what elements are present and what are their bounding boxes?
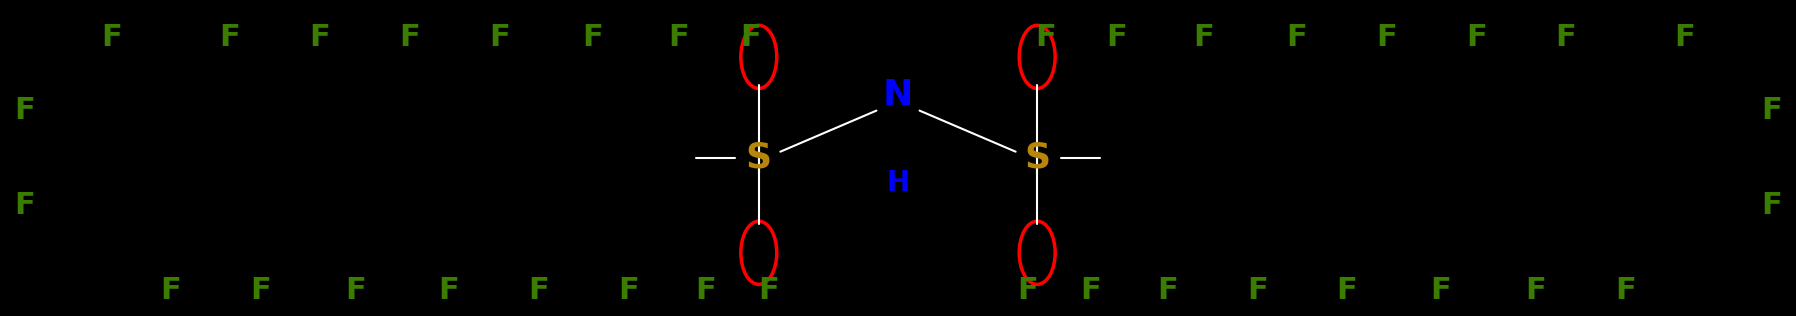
Text: F: F	[1034, 23, 1056, 52]
Text: F: F	[1674, 23, 1695, 52]
Text: F: F	[1157, 276, 1178, 305]
Text: F: F	[668, 23, 690, 52]
Text: F: F	[438, 276, 460, 305]
Text: F: F	[1760, 191, 1782, 220]
Text: F: F	[1017, 276, 1038, 305]
Text: F: F	[399, 23, 420, 52]
Text: F: F	[528, 276, 550, 305]
Text: F: F	[1525, 276, 1546, 305]
Text: F: F	[1376, 23, 1397, 52]
Text: S: S	[745, 141, 772, 175]
Text: F: F	[1246, 276, 1268, 305]
Text: F: F	[1193, 23, 1214, 52]
Text: F: F	[1286, 23, 1307, 52]
Text: H: H	[887, 169, 909, 197]
Text: F: F	[758, 276, 779, 305]
Text: F: F	[740, 23, 762, 52]
Text: F: F	[309, 23, 330, 52]
Text: F: F	[695, 276, 717, 305]
Text: N: N	[884, 78, 912, 112]
Text: F: F	[1079, 276, 1101, 305]
Text: F: F	[489, 23, 510, 52]
Text: F: F	[219, 23, 241, 52]
Text: F: F	[1760, 96, 1782, 125]
Text: F: F	[1466, 23, 1487, 52]
Text: F: F	[1615, 276, 1636, 305]
Text: F: F	[14, 191, 36, 220]
Text: F: F	[1106, 23, 1128, 52]
Text: F: F	[160, 276, 181, 305]
Text: F: F	[618, 276, 639, 305]
Text: F: F	[1430, 276, 1451, 305]
Text: S: S	[1024, 141, 1051, 175]
Text: F: F	[345, 276, 366, 305]
Text: F: F	[1555, 23, 1577, 52]
Text: F: F	[1336, 276, 1358, 305]
Text: F: F	[101, 23, 122, 52]
Text: F: F	[250, 276, 271, 305]
Text: F: F	[582, 23, 603, 52]
Text: F: F	[14, 96, 36, 125]
